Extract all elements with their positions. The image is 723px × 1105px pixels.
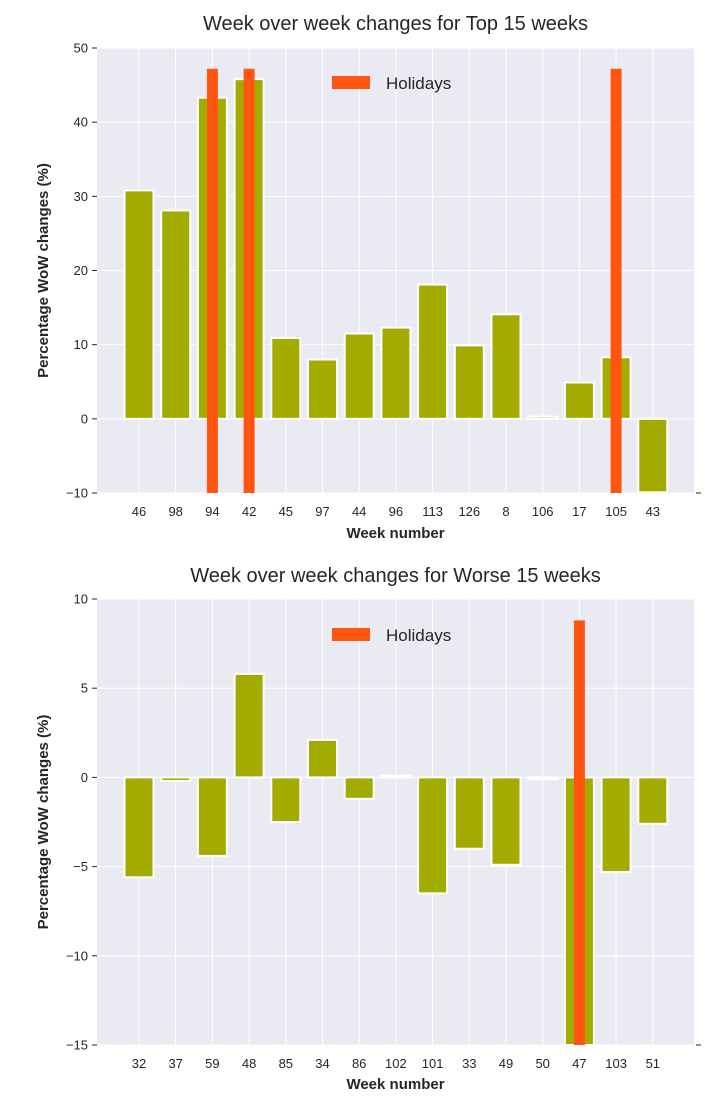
bar bbox=[600, 776, 632, 873]
bars bbox=[123, 620, 669, 1045]
x-tick-label: 42 bbox=[242, 504, 256, 519]
bar bbox=[380, 326, 412, 420]
bar bbox=[160, 209, 192, 420]
bar bbox=[343, 332, 375, 420]
bar bbox=[527, 776, 559, 781]
y-tick-label: 0 bbox=[81, 411, 88, 426]
holiday-bar bbox=[243, 68, 255, 493]
x-tick-label: 50 bbox=[535, 1056, 549, 1071]
chart-2: −15 −10 −5 0 5 10 32 37 59 48 85 34 86 102 101 33 49 50 47… bbox=[35, 565, 701, 1093]
legend-swatch bbox=[332, 76, 370, 89]
bar bbox=[123, 776, 155, 879]
x-tick-label: 8 bbox=[502, 504, 509, 519]
bar bbox=[343, 776, 375, 800]
bar bbox=[307, 738, 338, 779]
x-tick-label: 113 bbox=[422, 504, 443, 519]
x-tick-label: 94 bbox=[205, 504, 219, 519]
bar bbox=[196, 776, 228, 857]
x-tick-label: 51 bbox=[646, 1056, 660, 1071]
holiday-bar bbox=[206, 68, 218, 493]
bar bbox=[453, 776, 485, 850]
bar bbox=[307, 358, 338, 420]
legend-swatch bbox=[332, 628, 370, 641]
y-tick-label: 5 bbox=[81, 681, 88, 696]
bar bbox=[123, 189, 155, 420]
x-tick-label: 106 bbox=[532, 504, 554, 519]
bar bbox=[270, 776, 302, 824]
x-tick-label: 48 bbox=[242, 1056, 256, 1071]
y-axis-label: Percentage WoW changes (%) bbox=[35, 715, 52, 930]
x-tick-label: 126 bbox=[458, 504, 480, 519]
y-tick-label: −15 bbox=[66, 1038, 88, 1053]
y-tick-label: −5 bbox=[73, 859, 88, 874]
x-tick-label: 46 bbox=[132, 504, 146, 519]
y-tick-label: 40 bbox=[74, 115, 88, 130]
y-tick-label: −10 bbox=[66, 486, 88, 501]
legend-label: Holidays bbox=[386, 74, 451, 93]
bar bbox=[270, 336, 302, 420]
x-tick-label: 102 bbox=[385, 1056, 407, 1071]
x-axis-label: Week number bbox=[346, 525, 444, 542]
holiday-bar bbox=[610, 68, 622, 493]
x-tick-label: 105 bbox=[605, 504, 627, 519]
x-tick-label: 85 bbox=[279, 1056, 293, 1071]
y-tick-label: 10 bbox=[74, 337, 88, 352]
x-tick-label: 47 bbox=[572, 1056, 586, 1071]
x-tick-label: 49 bbox=[499, 1056, 513, 1071]
x-tick-label: 33 bbox=[462, 1056, 476, 1071]
chart-1: −10 0 10 20 30 40 50 46 98 94 42 45 97 44 96 113 126 8 106… bbox=[35, 13, 701, 542]
bar bbox=[637, 776, 669, 825]
x-tick-label: 103 bbox=[605, 1056, 627, 1071]
y-tick-label: 50 bbox=[74, 41, 88, 56]
x-tick-label: 43 bbox=[646, 504, 660, 519]
bar bbox=[637, 417, 669, 493]
y-tick-label: −10 bbox=[66, 948, 88, 963]
x-tick-label: 101 bbox=[422, 1056, 444, 1071]
x-axis-label: Week number bbox=[346, 1076, 444, 1093]
x-tick-label: 45 bbox=[279, 504, 293, 519]
y-tick-label: 20 bbox=[74, 263, 88, 278]
y-tick-label: 30 bbox=[74, 189, 88, 204]
bar bbox=[417, 776, 449, 895]
x-tick-label: 97 bbox=[315, 504, 329, 519]
x-tick-label: 37 bbox=[168, 1056, 182, 1071]
y-tick-label: 0 bbox=[81, 770, 88, 785]
x-tick-label: 17 bbox=[572, 504, 586, 519]
x-tick-label: 32 bbox=[132, 1056, 146, 1071]
bar bbox=[233, 672, 265, 779]
y-tick-label: 10 bbox=[74, 592, 88, 607]
bars bbox=[123, 68, 669, 493]
x-tick-label: 98 bbox=[168, 504, 182, 519]
chart-title: Week over week changes for Top 15 weeks bbox=[203, 13, 588, 35]
x-tick-label: 59 bbox=[205, 1056, 219, 1071]
bar bbox=[160, 776, 192, 782]
legend-label: Holidays bbox=[386, 626, 451, 645]
bar bbox=[563, 381, 595, 420]
bar bbox=[453, 344, 485, 420]
bar bbox=[490, 313, 522, 420]
bar bbox=[490, 776, 522, 866]
chart-title: Week over week changes for Worse 15 week… bbox=[190, 565, 601, 587]
x-tick-label: 96 bbox=[389, 504, 403, 519]
y-axis-label: Percentage WoW changes (%) bbox=[35, 163, 52, 378]
bar bbox=[380, 774, 412, 779]
holiday-bar bbox=[573, 620, 585, 1045]
legend: Holidays bbox=[332, 626, 451, 645]
legend: Holidays bbox=[332, 74, 451, 93]
bar bbox=[417, 283, 449, 420]
x-tick-label: 86 bbox=[352, 1056, 366, 1071]
x-tick-label: 44 bbox=[352, 504, 366, 519]
bar bbox=[527, 415, 559, 420]
x-tick-label: 34 bbox=[315, 1056, 329, 1071]
